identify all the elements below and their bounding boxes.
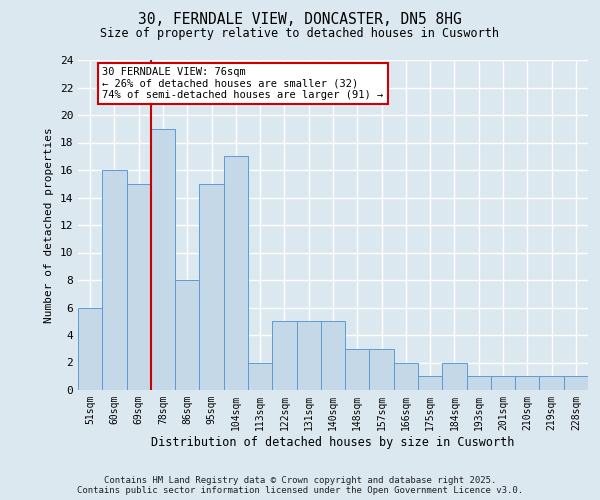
- Bar: [248, 362, 272, 390]
- Bar: [539, 376, 564, 390]
- Bar: [442, 362, 467, 390]
- Bar: [102, 170, 127, 390]
- Bar: [394, 362, 418, 390]
- Bar: [175, 280, 199, 390]
- Text: 30 FERNDALE VIEW: 76sqm
← 26% of detached houses are smaller (32)
74% of semi-de: 30 FERNDALE VIEW: 76sqm ← 26% of detache…: [102, 67, 383, 100]
- Bar: [491, 376, 515, 390]
- Text: 30, FERNDALE VIEW, DONCASTER, DN5 8HG: 30, FERNDALE VIEW, DONCASTER, DN5 8HG: [138, 12, 462, 28]
- Bar: [515, 376, 539, 390]
- Bar: [127, 184, 151, 390]
- Bar: [564, 376, 588, 390]
- X-axis label: Distribution of detached houses by size in Cusworth: Distribution of detached houses by size …: [151, 436, 515, 448]
- Bar: [199, 184, 224, 390]
- Bar: [296, 322, 321, 390]
- Bar: [370, 349, 394, 390]
- Bar: [151, 128, 175, 390]
- Bar: [467, 376, 491, 390]
- Bar: [272, 322, 296, 390]
- Bar: [321, 322, 345, 390]
- Text: Size of property relative to detached houses in Cusworth: Size of property relative to detached ho…: [101, 28, 499, 40]
- Bar: [224, 156, 248, 390]
- Text: Contains HM Land Registry data © Crown copyright and database right 2025.
Contai: Contains HM Land Registry data © Crown c…: [77, 476, 523, 495]
- Bar: [78, 308, 102, 390]
- Y-axis label: Number of detached properties: Number of detached properties: [44, 127, 54, 323]
- Bar: [418, 376, 442, 390]
- Bar: [345, 349, 370, 390]
